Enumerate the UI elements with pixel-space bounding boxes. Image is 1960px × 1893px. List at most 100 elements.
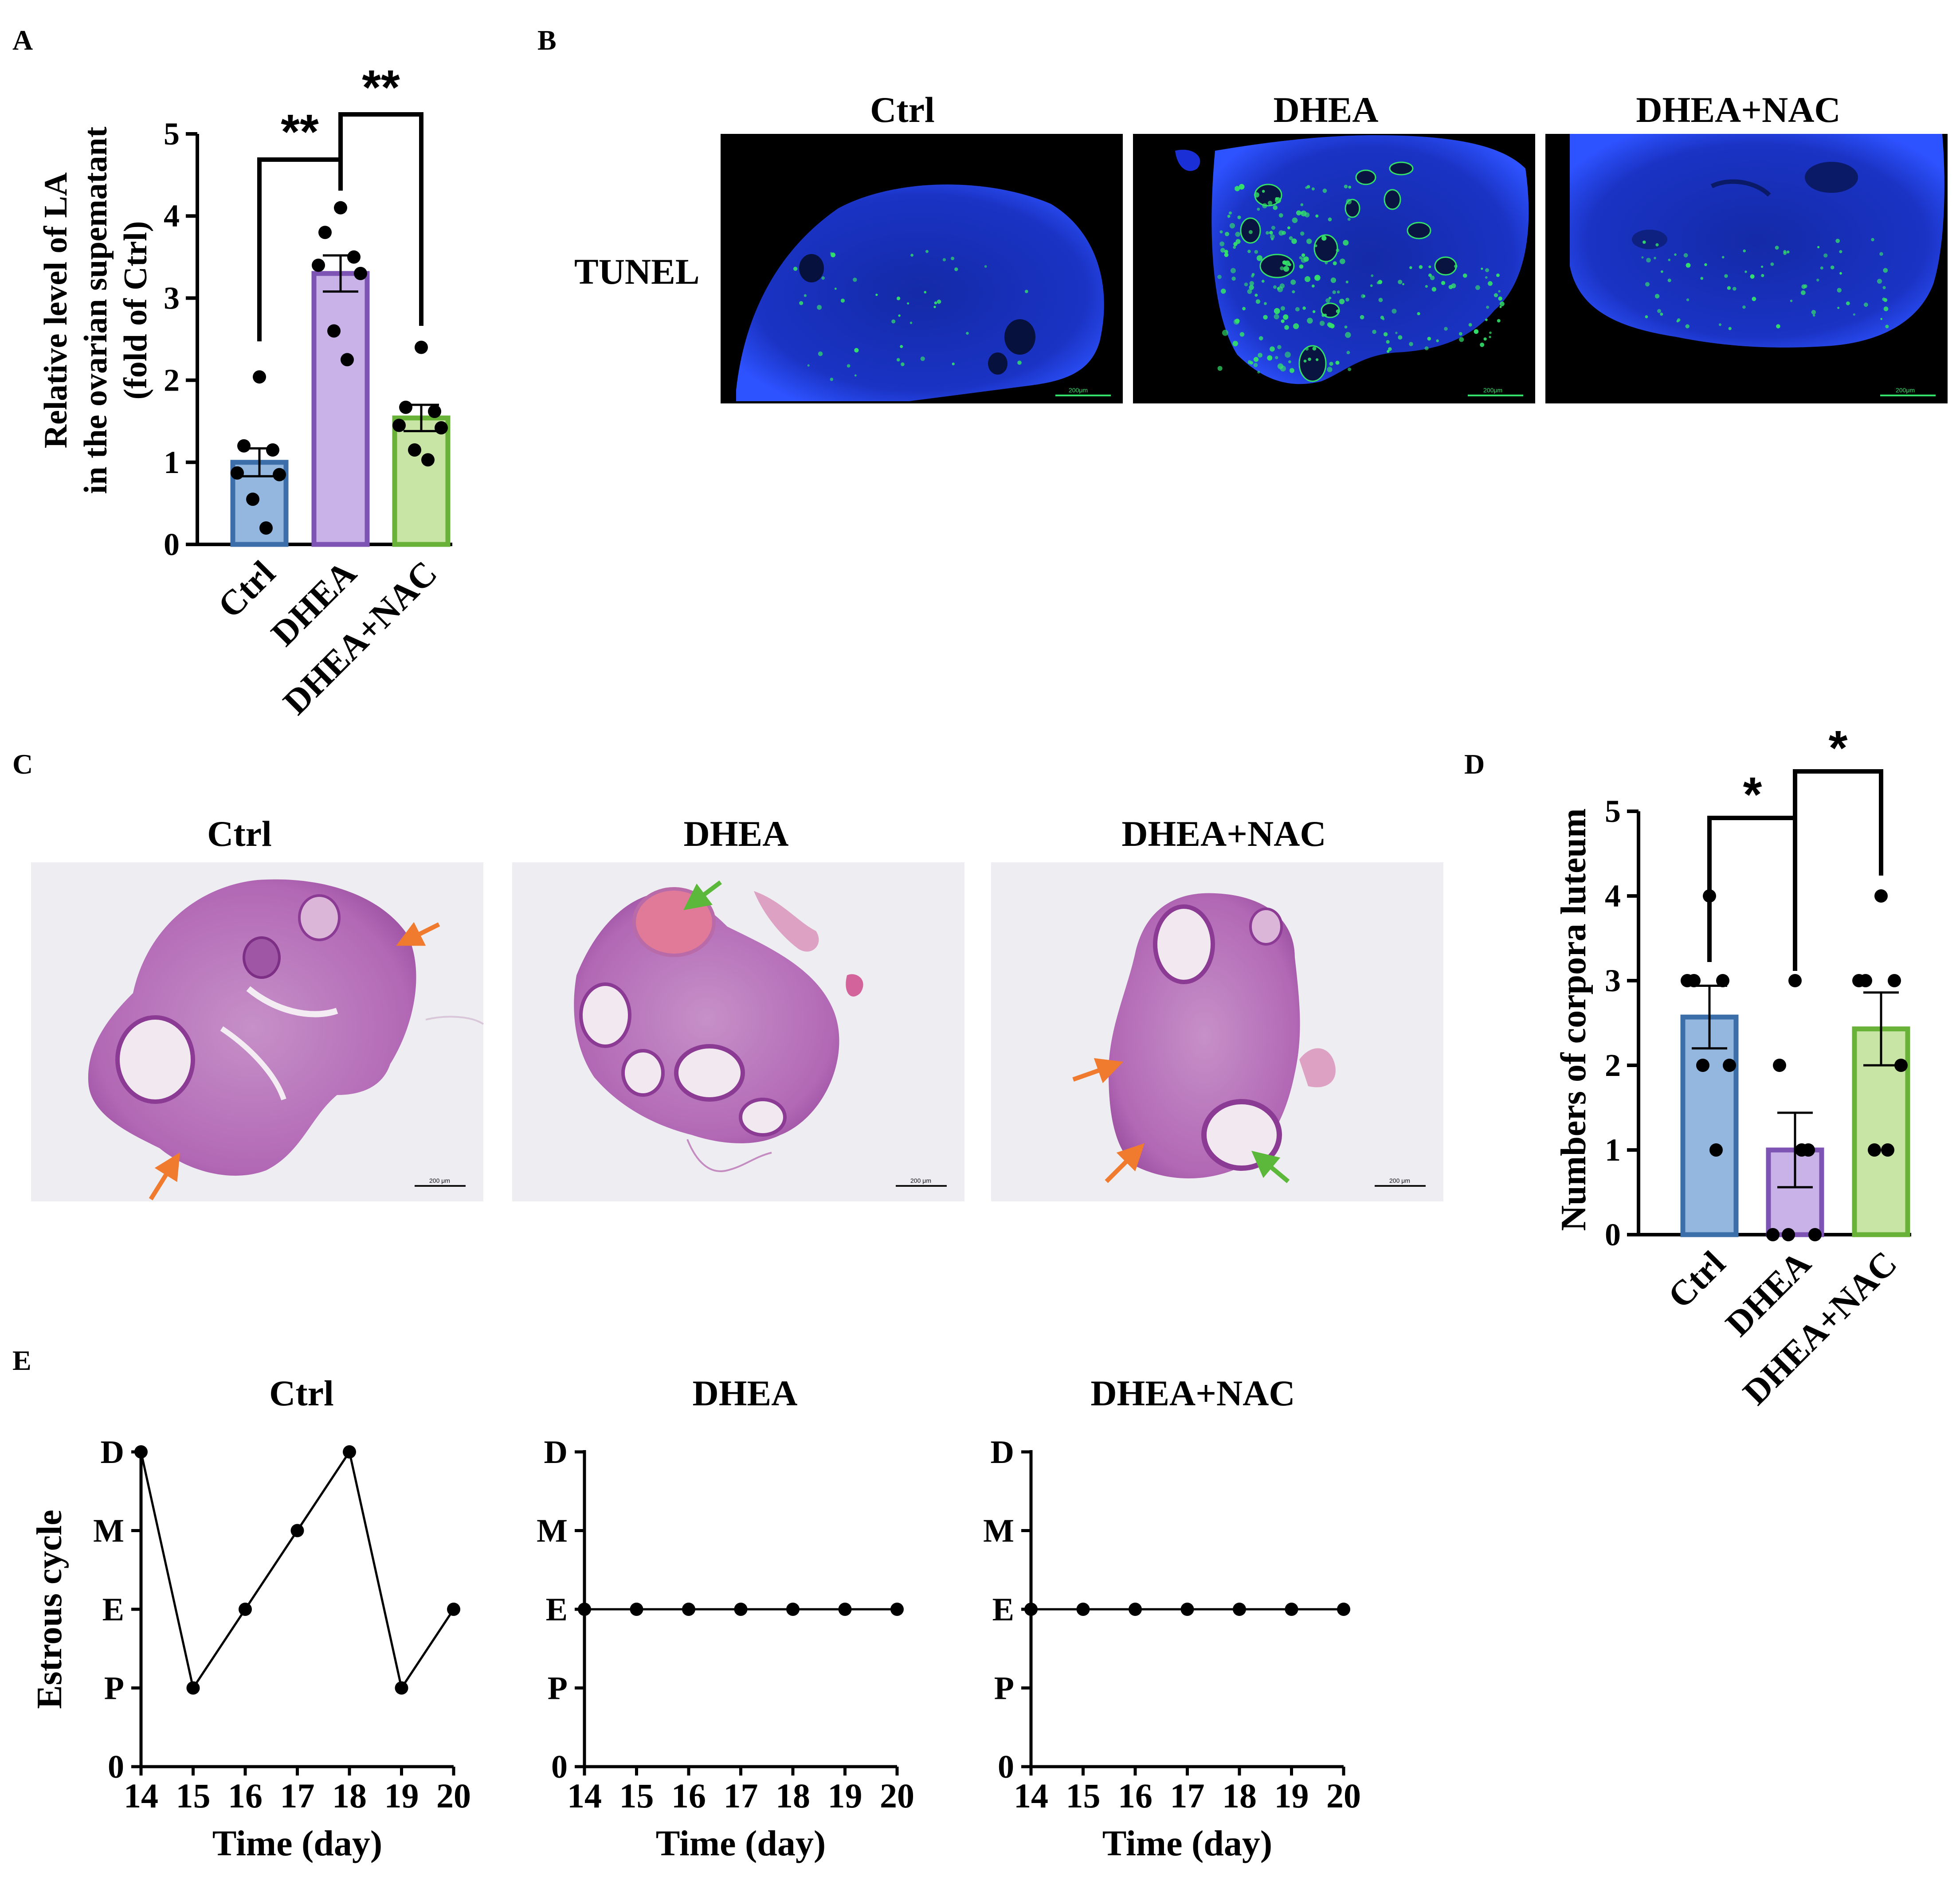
y-tick-label: 1 xyxy=(1605,1132,1621,1168)
data-point xyxy=(253,370,266,384)
y-tick-label: P xyxy=(548,1670,568,1707)
data-point xyxy=(334,201,347,215)
x-tick-label: 16 xyxy=(1118,1776,1152,1815)
y-tick-label: P xyxy=(104,1670,124,1707)
tunel-title-dhea: DHEA xyxy=(1274,90,1379,130)
data-point xyxy=(1894,1059,1908,1072)
y-tick-label: 2 xyxy=(164,363,180,398)
x-tick-label: 18 xyxy=(1222,1776,1257,1815)
data-point xyxy=(290,1524,304,1537)
x-tick-label: Ctrl xyxy=(1661,1244,1733,1316)
significance-label: ** xyxy=(281,105,319,159)
data-point xyxy=(1766,1228,1780,1241)
data-point xyxy=(312,258,325,272)
data-point xyxy=(1716,974,1729,987)
y-tick-label: 4 xyxy=(164,198,180,234)
data-point xyxy=(1773,1059,1786,1072)
x-tick-label: 20 xyxy=(436,1776,471,1815)
tunel-row-label: TUNEL xyxy=(574,251,700,292)
data-point xyxy=(1808,1228,1822,1241)
panel-letter-a: A xyxy=(12,24,33,56)
x-tick-label: 20 xyxy=(880,1776,914,1815)
x-tick-label: 15 xyxy=(176,1776,211,1815)
x-tick-label: 20 xyxy=(1326,1776,1361,1815)
data-point xyxy=(1076,1603,1090,1616)
y-tick-label: E xyxy=(546,1592,568,1628)
y-tick-label: 3 xyxy=(1605,963,1621,998)
he-image-dhea: 200 μm xyxy=(512,862,964,1201)
panel-letter-e: E xyxy=(12,1345,31,1376)
data-point xyxy=(273,468,286,481)
y-tick-label: 4 xyxy=(1605,878,1621,914)
significance-bracket xyxy=(338,112,423,326)
tunel-image-dhea: 200μm xyxy=(1133,134,1535,403)
tunel-image-ctrl: 200μm xyxy=(721,134,1123,403)
x-tick-label: 19 xyxy=(828,1776,862,1815)
data-point xyxy=(266,443,279,457)
he-scale-text-dhea-nac: 200 μm xyxy=(1389,1177,1410,1184)
significance-label: * xyxy=(1829,721,1848,775)
he-title-dhea: DHEA xyxy=(684,814,789,854)
x-tick-label: 18 xyxy=(332,1776,367,1815)
y-axis-label-a: Relative level of LA in the ovarian supe… xyxy=(38,126,154,494)
significance-label: ** xyxy=(362,60,400,115)
y-axis-label-line-3: (fold of Ctrl) xyxy=(118,221,154,400)
x-tick-label: 17 xyxy=(1170,1776,1205,1815)
significance-bracket xyxy=(1793,769,1883,876)
x-tick-label: 16 xyxy=(228,1776,263,1815)
y-tick-label: 0 xyxy=(1605,1217,1621,1252)
bar-chart-a: Relative level of LA in the ovarian supe… xyxy=(38,60,452,722)
data-point xyxy=(786,1603,800,1616)
y-tick-label: 0 xyxy=(108,1749,124,1785)
data-point xyxy=(1888,974,1901,987)
y-tick-label: E xyxy=(992,1592,1014,1628)
estrous-subplot-dhea-nac: DHEA+NAC 0 P E M D 14 15 16 17 18 19 20 Time (day) xyxy=(983,1373,1361,1863)
x-axis-label: Time (day) xyxy=(1102,1823,1272,1863)
data-point xyxy=(1129,1603,1142,1616)
data-point xyxy=(1709,1143,1723,1157)
data-point xyxy=(890,1603,904,1616)
significance-label: * xyxy=(1743,767,1762,822)
y-tick-label: 1 xyxy=(164,445,180,480)
data-point xyxy=(259,521,273,535)
y-tick-label: 2 xyxy=(1605,1048,1621,1083)
data-point xyxy=(1788,974,1802,987)
data-point xyxy=(1337,1603,1350,1616)
data-point xyxy=(237,439,251,453)
data-point xyxy=(392,418,406,432)
y-tick-label: M xyxy=(983,1513,1014,1549)
data-point xyxy=(447,1603,460,1616)
data-point xyxy=(421,453,435,467)
data-point xyxy=(1233,1603,1246,1616)
he-title-ctrl: Ctrl xyxy=(207,814,272,854)
data-point xyxy=(630,1603,643,1616)
data-point xyxy=(246,493,259,506)
y-tick-label: E xyxy=(102,1592,124,1628)
data-point xyxy=(318,226,332,239)
estrous-subplot-title: Ctrl xyxy=(269,1373,334,1413)
data-point xyxy=(1681,974,1694,987)
y-tick-label: 5 xyxy=(1605,794,1621,829)
he-image-ctrl: 200 μm xyxy=(31,862,484,1201)
tunel-image-dhea-nac: 200μm xyxy=(1545,134,1948,403)
bar-dhea xyxy=(311,271,370,547)
y-axis-label-e: Estrous cycle xyxy=(30,1510,69,1709)
y-tick-label: P xyxy=(994,1670,1014,1707)
x-tick-label: 17 xyxy=(724,1776,758,1815)
data-point xyxy=(343,1445,356,1459)
data-point xyxy=(1024,1603,1038,1616)
y-tick-label: M xyxy=(93,1513,124,1549)
estrous-subplot-title: DHEA+NAC xyxy=(1090,1373,1295,1413)
y-axis-label-d: Numbers of corpora luteum xyxy=(1554,808,1593,1231)
data-point xyxy=(408,443,421,457)
y-tick-label: 0 xyxy=(164,527,180,562)
data-point xyxy=(1696,1059,1709,1072)
data-point xyxy=(134,1445,148,1459)
tunel-scale-text-ctrl: 200μm xyxy=(1069,387,1088,394)
tunel-panel: Ctrl DHEA DHEA+NAC TUNEL 200μm 200μm xyxy=(574,90,1948,403)
panel-letter-d: D xyxy=(1464,748,1485,780)
y-tick-label: 0 xyxy=(998,1749,1014,1785)
data-point xyxy=(1874,889,1888,903)
